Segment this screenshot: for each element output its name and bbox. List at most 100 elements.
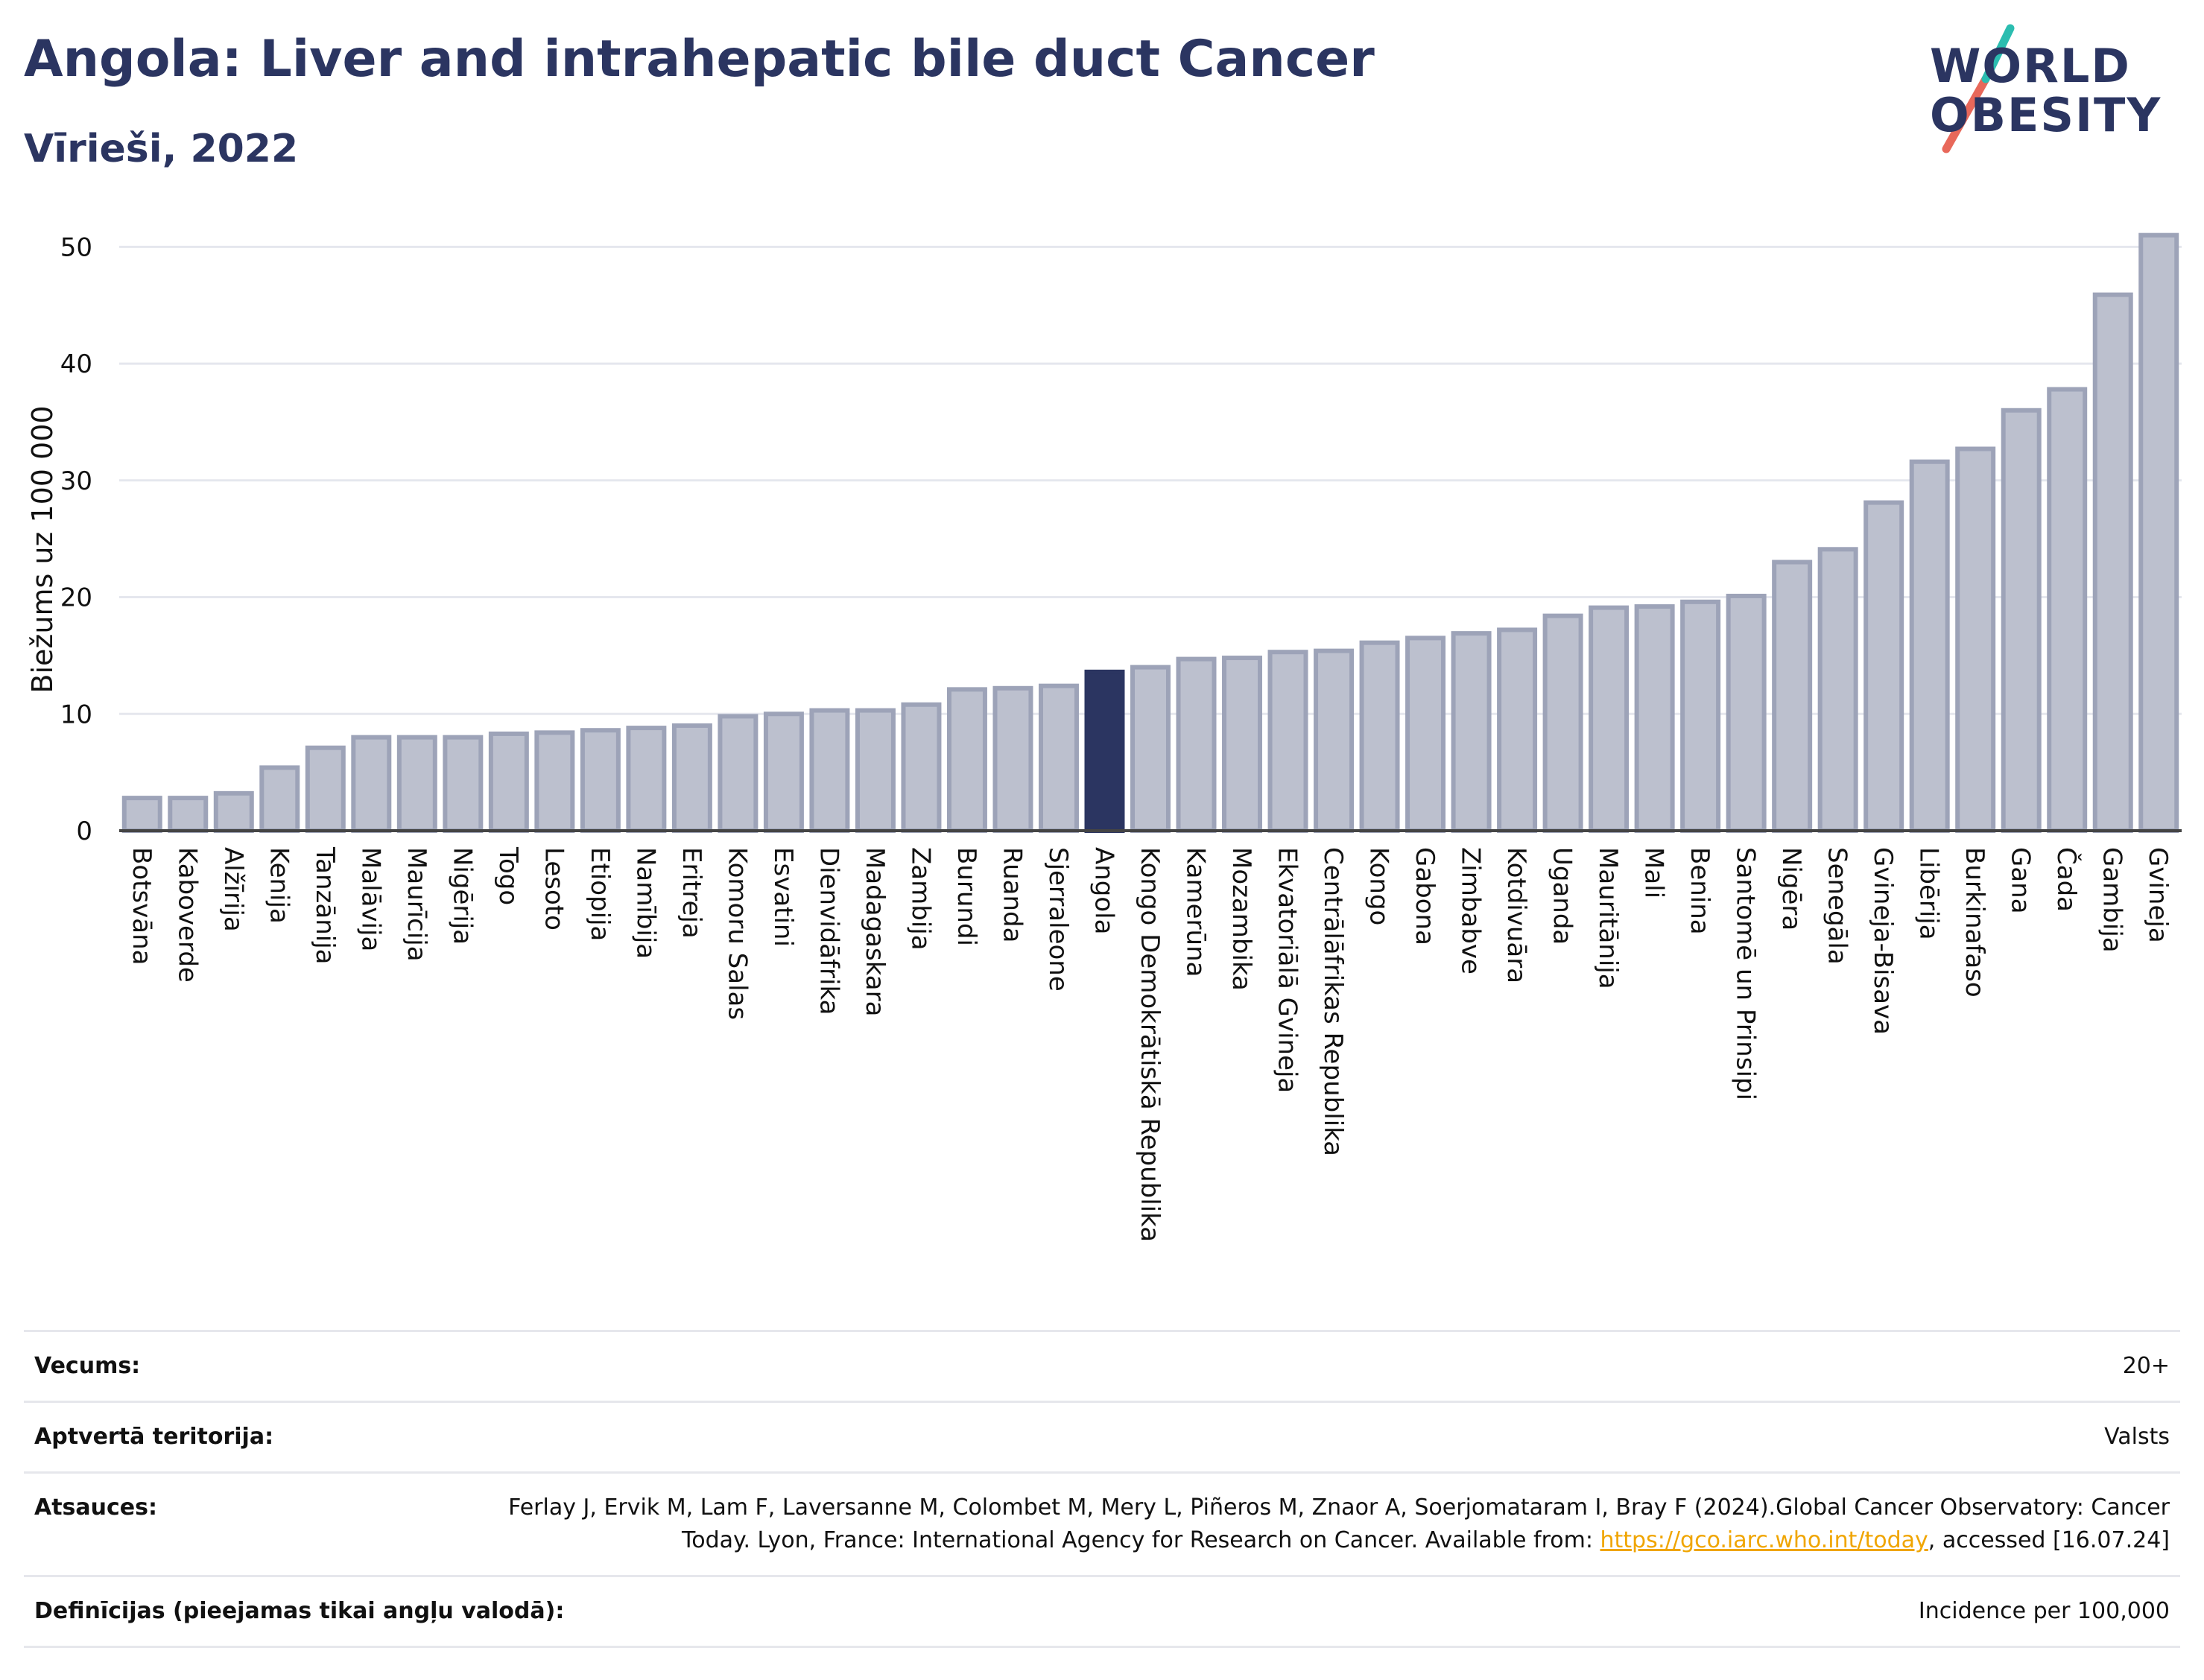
x-tick-label: Burundi [951, 847, 981, 946]
y-axis-label: Biežums uz 100 000 [26, 405, 59, 693]
bar-kotdivuāra[interactable] [1497, 627, 1538, 834]
bar-mauritānija[interactable] [1589, 605, 1630, 833]
x-tick-labels: Botsvāna Kaboverde Alžīrija Kenija Tanzānija… [127, 846, 2173, 1242]
bar-gvineja-bisava[interactable] [1863, 500, 1904, 833]
x-tick-label: Komoru Salas [722, 847, 752, 1020]
logo-text-line1: WORLD [1930, 39, 2131, 93]
info-row-territory: Aptvertā teritorija: Valsts [24, 1401, 2180, 1471]
x-tick-label: Libērija [1914, 847, 1944, 940]
logo-text-line2: OBESITY [1930, 88, 2162, 142]
info-row-definitions: Definīcijas (pieejamas tikai angļu valod… [24, 1575, 2180, 1648]
x-tick-label: Zambija [905, 847, 935, 951]
bar-nigēra[interactable] [1772, 560, 1813, 833]
bar-ekvatoriālā-gvineja[interactable] [1267, 650, 1308, 833]
info-row-age: Vecums: 20+ [24, 1330, 2180, 1401]
x-tick-label: Ruanda [997, 847, 1027, 942]
bar-tanzānija[interactable] [305, 745, 346, 833]
bar-lesoto[interactable] [534, 730, 575, 833]
logo-stripe-icon [1942, 24, 2015, 153]
x-tick-label: Centrālāfrikas Republika [1318, 847, 1348, 1156]
x-tick-label: Uganda [1548, 847, 1577, 945]
x-tick-label: Burkinafaso [1960, 847, 1989, 998]
info-label-definitions: Definīcijas (pieejamas tikai angļu valod… [34, 1598, 565, 1624]
x-tick-label: Esvatini [768, 847, 798, 947]
bar-madagaskara[interactable] [855, 708, 896, 834]
x-tick-label: Maurīcija [402, 847, 431, 962]
bar-kenija[interactable] [259, 765, 300, 833]
x-tick-label: Mali [1639, 847, 1669, 898]
bar-mali[interactable] [1634, 604, 1675, 833]
bar-burkinafaso[interactable] [1955, 446, 1996, 834]
y-tick-label: 0 [76, 817, 92, 846]
chart-title: Angola: Liver and intrahepatic bile duct… [24, 30, 1375, 89]
bar-alžīrija[interactable] [213, 790, 254, 833]
bar-gana[interactable] [2001, 408, 2042, 833]
x-tick-label: Kamerūna [1181, 847, 1211, 977]
x-tick-label: Benina [1685, 847, 1714, 935]
x-tick-label: Etiopija [585, 847, 615, 941]
bar-benina[interactable] [1680, 599, 1721, 833]
bar-chart: 0 10 20 30 40 50 Botsvāna Kaboverde Alžīrija Ken… [26, 232, 2182, 1242]
info-value-age: 20+ [2122, 1353, 2170, 1379]
x-tick-label: Dienvidāfrika [814, 847, 843, 1015]
x-tick-label: Sjerraleone [1043, 847, 1073, 992]
x-tick-label: Angola [1089, 847, 1118, 934]
bar-mozambika[interactable] [1222, 656, 1263, 833]
y-tick-labels: 0 10 20 30 40 50 [60, 232, 92, 846]
bar-uganda[interactable] [1542, 613, 1583, 833]
bar-kamerūna[interactable] [1176, 656, 1217, 833]
x-tick-label: Gabona [1410, 847, 1440, 945]
x-tick-label: Kaboverde [172, 847, 202, 983]
bar-kongo-demokrātiskā-republika[interactable] [1130, 665, 1171, 833]
y-tick-label: 10 [60, 700, 92, 729]
reference-text: Ferlay J, Ervik M, Lam F, Laversanne M, … [508, 1494, 2170, 1553]
bar-togo[interactable] [488, 731, 529, 833]
bar-kongo[interactable] [1359, 640, 1400, 833]
bar-nigērija[interactable] [443, 735, 484, 833]
x-tick-label: Gvineja [2143, 847, 2173, 943]
bar-gvineja[interactable] [2138, 232, 2179, 833]
bar-ruanda[interactable] [992, 685, 1033, 833]
x-tick-label: Gvineja-Bisava [1868, 847, 1898, 1035]
bar-zambija[interactable] [901, 702, 942, 833]
bar-angola[interactable] [1084, 669, 1125, 833]
bar-etiopija[interactable] [580, 728, 621, 834]
info-label-territory: Aptvertā teritorija: [34, 1424, 274, 1450]
info-row-references: Atsauces: Ferlay J, Ervik M, Lam F, Lave… [24, 1471, 2180, 1575]
bar-eritreja[interactable] [671, 723, 712, 834]
x-tick-label: Malāvija [355, 847, 385, 951]
bar-dienvidāfrika[interactable] [809, 708, 850, 834]
reference-suffix: , accessed [16.07.24] [1928, 1527, 2170, 1553]
x-tick-label: Santomē un Prinsipi [1731, 847, 1761, 1100]
bar-gambija[interactable] [2092, 292, 2133, 833]
bar-namībija[interactable] [626, 726, 667, 833]
reference-link[interactable]: https://gco.iarc.who.int/today [1600, 1527, 1928, 1553]
x-tick-label: Madagaskara [860, 847, 890, 1016]
x-tick-label: Alžīrija [218, 847, 248, 932]
x-tick-label: Mozambika [1226, 847, 1256, 991]
bar-senegāla[interactable] [1817, 547, 1858, 833]
x-tick-label: Nigēra [1776, 847, 1806, 931]
bar-malāvija[interactable] [351, 735, 392, 833]
bar-gabona[interactable] [1405, 635, 1446, 833]
bar-botsvāna[interactable] [121, 796, 162, 833]
bar-centrālāfrikas-republika[interactable] [1314, 648, 1355, 834]
chart-subtitle: Vīrieši, 2022 [24, 127, 299, 171]
x-tick-label: Eritreja [677, 847, 706, 939]
bar-burundi[interactable] [946, 687, 987, 833]
bar-čada[interactable] [2047, 387, 2088, 833]
bar-libērija[interactable] [1909, 459, 1950, 833]
bar-maurīcija[interactable] [396, 735, 437, 833]
bar-esvatini[interactable] [763, 711, 804, 833]
bar-sjerraleone[interactable] [1038, 683, 1079, 834]
bar-kaboverde[interactable] [168, 796, 209, 833]
bar-zimbabve[interactable] [1451, 631, 1492, 833]
x-tick-label: Namībija [630, 847, 660, 959]
info-value-definitions: Incidence per 100,000 [1918, 1598, 2170, 1624]
x-tick-label: Gana [2006, 847, 2036, 914]
x-tick-label: Nigērija [447, 847, 477, 945]
bar-komoru-salas[interactable] [718, 714, 759, 834]
bar-santomē-un-prinsipi[interactable] [1726, 593, 1767, 833]
info-label-age: Vecums: [34, 1353, 141, 1379]
x-tick-label: Gambija [2097, 847, 2127, 953]
